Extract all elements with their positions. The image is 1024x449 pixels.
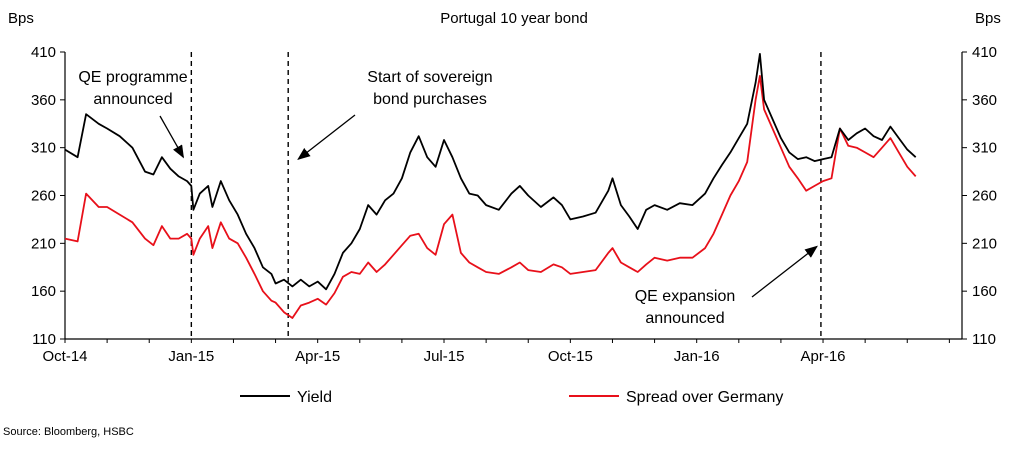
y-tick-label-left: 310 — [31, 140, 56, 157]
source-note: Source: Bloomberg, HSBC — [3, 426, 134, 438]
y-tick-label-right: 160 — [972, 283, 997, 300]
y-tick-label-right: 110 — [972, 331, 996, 348]
annotation-label: bond purchases — [373, 91, 487, 108]
axes: 410 410 360 360 310 310 260 260 210 210 160 160 110 1… — [31, 44, 997, 365]
vertical-markers — [190, 52, 822, 339]
y-tick-label-left: 260 — [31, 188, 56, 205]
annotation-label: announced — [93, 91, 172, 108]
annotation-arrow — [297, 114, 356, 161]
x-tick-label: Oct-14 — [42, 348, 87, 365]
annotations: QE programme announced Start of sovereign b… — [78, 69, 818, 327]
y-tick-label-right: 210 — [972, 235, 997, 252]
x-tick-label: Jan-15 — [168, 348, 214, 365]
y-tick-label-left: 360 — [31, 92, 56, 109]
series-line-yield — [64, 53, 917, 291]
series-lines — [64, 53, 917, 319]
x-tick-label: Oct-15 — [548, 348, 593, 365]
legend: Yield Spread over Germany — [240, 389, 783, 406]
annotation-label: QE expansion — [635, 288, 736, 305]
y-tick-label-left: 110 — [32, 331, 56, 348]
y-axis-left-unit: Bps — [8, 10, 34, 27]
chart-title: Portugal 10 year bond — [440, 10, 588, 27]
annotation-label: Start of sovereign — [367, 69, 492, 86]
x-tick-label: Jul-15 — [424, 348, 465, 365]
legend-label: Yield — [297, 389, 332, 406]
y-tick-label-right: 310 — [972, 140, 997, 157]
annotation-arrow — [751, 245, 818, 298]
y-tick-label-left: 160 — [31, 283, 56, 300]
series-line-spread — [64, 75, 917, 319]
legend-label: Spread over Germany — [626, 389, 783, 406]
y-tick-label-right: 360 — [972, 92, 997, 109]
y-axis-right-unit: Bps — [975, 10, 1001, 27]
annotation-label: announced — [645, 310, 724, 327]
annotation-arrow — [159, 115, 184, 159]
y-tick-label-right: 260 — [972, 188, 997, 205]
x-tick-label: Apr-16 — [801, 348, 846, 365]
y-tick-label-right: 410 — [972, 44, 997, 61]
annotation-label: QE programme — [78, 69, 187, 86]
x-tick-label: Jan-16 — [674, 348, 720, 365]
y-tick-label-left: 210 — [31, 235, 56, 252]
y-tick-label-left: 410 — [31, 44, 56, 61]
x-tick-label: Apr-15 — [295, 348, 340, 365]
